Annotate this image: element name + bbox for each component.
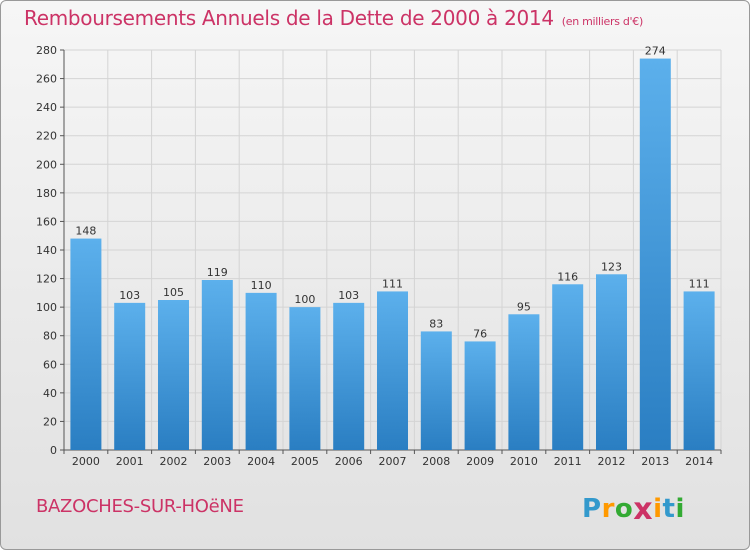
logo-letter: o: [614, 494, 634, 524]
commune-name: BAZOCHES-SUR-HOëNE: [36, 496, 244, 517]
value-label-2014: 111: [689, 277, 710, 290]
chart-title-text: Remboursements Annuels de la Dette de 20…: [24, 6, 554, 30]
bar-2007: [377, 291, 408, 450]
bar-2002: [158, 300, 189, 450]
value-label-2007: 111: [382, 277, 403, 290]
chart-unit-note: (en milliers d'€): [561, 15, 643, 28]
y-tick-label: 20: [43, 415, 57, 428]
value-label-2006: 103: [338, 289, 359, 302]
x-tick-label-2010: 2010: [510, 455, 538, 468]
bar-2009: [464, 341, 496, 450]
x-tick-label-2002: 2002: [160, 455, 188, 468]
bar-2004: [245, 292, 277, 450]
logo-letter: i: [653, 494, 663, 524]
bar-2013: [639, 58, 671, 450]
x-tick-label-2006: 2006: [335, 455, 363, 468]
bar-2001: [114, 302, 146, 450]
x-tick-label-2004: 2004: [247, 455, 275, 468]
x-tick-label-2011: 2011: [554, 455, 582, 468]
y-tick-label: 240: [36, 101, 57, 114]
logo-letter: P: [582, 494, 602, 524]
value-label-2000: 148: [75, 225, 96, 238]
y-tick-label: 260: [36, 73, 57, 86]
y-tick-label: 80: [43, 330, 57, 343]
value-label-2012: 123: [601, 260, 622, 273]
value-label-2010: 95: [517, 300, 531, 313]
bar-2008: [420, 331, 452, 450]
y-tick-label: 40: [43, 387, 57, 400]
bar-chart: 0 20 40 60 80 100 120 140 160 180 200 220 240 260 280 1…: [36, 44, 722, 468]
y-tick-label: 280: [36, 44, 57, 57]
chart-title: Remboursements Annuels de la Dette de 20…: [24, 6, 643, 30]
x-tick-label-2001: 2001: [116, 455, 144, 468]
labels: 0 20 40 60 80 100 120 140 160 180 200 220 240 260 280 1…: [36, 44, 713, 468]
proxiti-logo: Proxiti: [582, 490, 685, 527]
x-tick-label-2009: 2009: [466, 455, 494, 468]
bar-2012: [596, 274, 627, 450]
value-label-2004: 110: [251, 279, 272, 292]
value-label-2008: 83: [429, 317, 443, 330]
y-tick-label: 100: [36, 301, 57, 314]
logo-letter: r: [601, 494, 615, 524]
bar-2000: [70, 238, 102, 450]
bar-2006: [333, 302, 365, 450]
value-label-2003: 119: [207, 266, 228, 279]
bar-2014: [683, 291, 715, 450]
x-tick-label-2012: 2012: [598, 455, 626, 468]
x-tick-label-2003: 2003: [203, 455, 231, 468]
bar-2003: [201, 280, 233, 450]
x-tick-label-2007: 2007: [379, 455, 407, 468]
value-label-2005: 100: [294, 293, 315, 306]
value-label-2001: 103: [119, 289, 140, 302]
logo-letter: t: [662, 494, 676, 524]
bar-2010: [508, 314, 540, 450]
bar-2011: [552, 284, 584, 450]
value-label-2009: 76: [473, 327, 487, 340]
y-tick-label: 140: [36, 244, 57, 257]
y-tick-label: 160: [36, 215, 57, 228]
bars: [70, 58, 715, 450]
y-tick-label: 60: [43, 358, 57, 371]
logo-letter: i: [675, 494, 685, 524]
x-tick-label-2008: 2008: [422, 455, 450, 468]
y-tick-label: 220: [36, 130, 57, 143]
y-tick-label: 200: [36, 158, 57, 171]
y-tick-label: 180: [36, 187, 57, 200]
value-label-2013: 274: [645, 45, 666, 58]
x-tick-label-2013: 2013: [641, 455, 669, 468]
value-label-2002: 105: [163, 286, 184, 299]
x-tick-label-2014: 2014: [685, 455, 713, 468]
logo-letter: x: [633, 492, 654, 527]
y-tick-label: 0: [50, 444, 57, 457]
x-tick-label-2000: 2000: [72, 455, 100, 468]
bar-2005: [289, 307, 321, 450]
value-label-2011: 116: [557, 270, 578, 283]
y-tick-label: 120: [36, 273, 57, 286]
x-tick-label-2005: 2005: [291, 455, 319, 468]
